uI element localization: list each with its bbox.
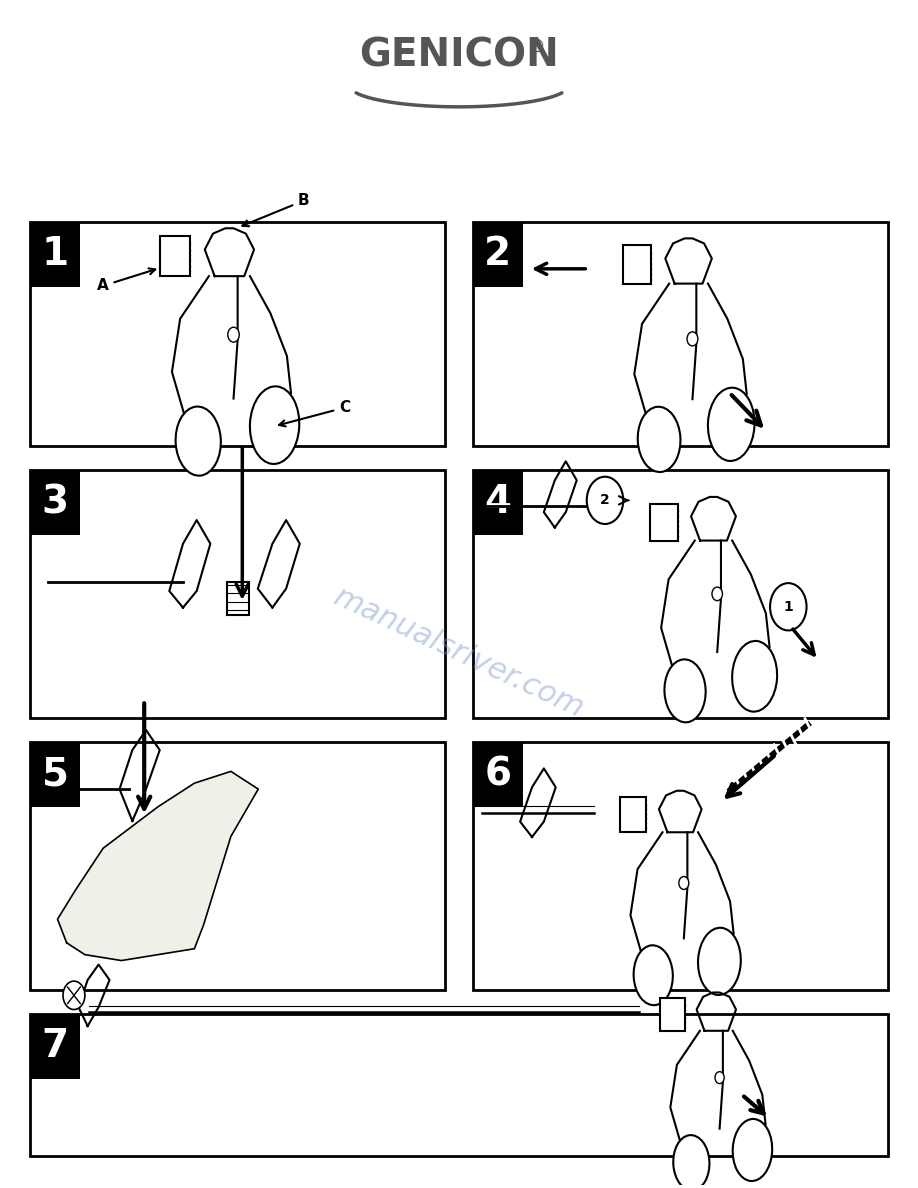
Ellipse shape	[673, 1135, 710, 1188]
Ellipse shape	[633, 946, 673, 1005]
Text: 7: 7	[41, 1028, 69, 1066]
Ellipse shape	[698, 928, 741, 996]
FancyBboxPatch shape	[473, 469, 888, 719]
Ellipse shape	[250, 386, 299, 465]
FancyBboxPatch shape	[30, 221, 81, 286]
FancyBboxPatch shape	[473, 741, 523, 807]
Ellipse shape	[733, 642, 778, 712]
FancyBboxPatch shape	[473, 221, 523, 286]
Bar	[620, 797, 646, 833]
Ellipse shape	[638, 406, 680, 472]
FancyBboxPatch shape	[30, 741, 81, 807]
Text: ®: ®	[528, 38, 544, 56]
Text: 6: 6	[485, 756, 511, 794]
Circle shape	[678, 877, 688, 890]
Bar	[622, 246, 652, 284]
Bar	[227, 582, 249, 614]
FancyBboxPatch shape	[473, 741, 888, 990]
Circle shape	[712, 587, 722, 601]
Text: 4: 4	[485, 484, 511, 522]
Circle shape	[63, 981, 84, 1010]
FancyBboxPatch shape	[473, 469, 523, 535]
Ellipse shape	[665, 659, 706, 722]
Circle shape	[770, 583, 807, 631]
Ellipse shape	[733, 1119, 772, 1181]
Bar	[650, 504, 677, 541]
FancyBboxPatch shape	[30, 469, 445, 719]
Polygon shape	[58, 771, 258, 961]
Text: 5: 5	[41, 756, 69, 794]
Text: C: C	[279, 400, 350, 426]
Text: GENICON: GENICON	[359, 37, 559, 75]
Circle shape	[228, 327, 240, 342]
Text: manualsriver.com: manualsriver.com	[330, 582, 588, 723]
Bar	[660, 998, 685, 1031]
FancyBboxPatch shape	[30, 741, 445, 990]
Circle shape	[587, 476, 623, 524]
Text: A: A	[97, 268, 155, 293]
FancyBboxPatch shape	[473, 221, 888, 447]
FancyBboxPatch shape	[30, 221, 445, 447]
Ellipse shape	[175, 406, 221, 475]
Text: 3: 3	[41, 484, 69, 522]
Text: 1: 1	[41, 235, 69, 273]
FancyBboxPatch shape	[30, 469, 81, 535]
FancyBboxPatch shape	[30, 1013, 888, 1156]
Circle shape	[687, 331, 698, 346]
Text: 1: 1	[783, 600, 793, 614]
FancyBboxPatch shape	[30, 1013, 81, 1079]
Text: B: B	[242, 194, 309, 226]
Circle shape	[715, 1072, 724, 1083]
Bar	[160, 235, 190, 276]
Ellipse shape	[708, 387, 755, 461]
Text: 2: 2	[600, 493, 610, 507]
Text: 2: 2	[484, 235, 511, 273]
